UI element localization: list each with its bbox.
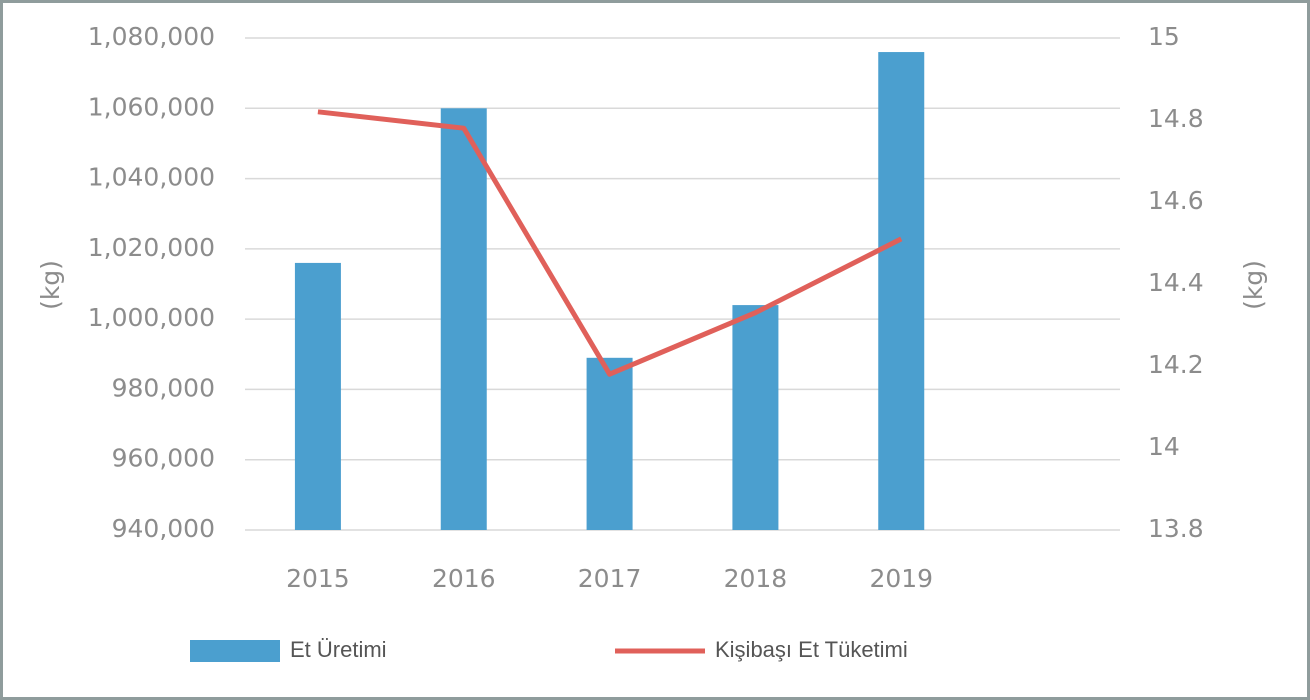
y2-tick-label: 14.2	[1148, 350, 1204, 379]
bar	[878, 52, 925, 531]
line	[317, 109, 903, 377]
bar	[586, 357, 633, 530]
x-tick-label: 2018	[724, 564, 788, 593]
y2-tick-label: 14.4	[1148, 268, 1204, 297]
y-tick-label: 1,040,000	[88, 163, 215, 192]
y-axis-label: (kg)	[36, 260, 65, 310]
y2-tick-label: 14.6	[1148, 186, 1204, 215]
x-tick-label: 2016	[432, 564, 496, 593]
bar	[294, 262, 341, 530]
y-tick-label: 1,000,000	[88, 303, 215, 332]
x-tick-label: 2015	[286, 564, 350, 593]
x-tick-label: 2017	[578, 564, 642, 593]
bar	[440, 108, 487, 531]
y-tick-label: 1,080,000	[88, 22, 215, 51]
y2-tick-label: 13.8	[1148, 514, 1204, 543]
y2-tick-label: 15	[1148, 22, 1180, 51]
y2-tick-label: 14.8	[1148, 104, 1204, 133]
x-tick-label: 2019	[869, 564, 933, 593]
y-tick-label: 960,000	[112, 444, 215, 473]
y-tick-label: 940,000	[112, 514, 215, 543]
legend-swatch	[190, 640, 280, 662]
legend-label: Kişibaşı Et Tüketimi	[715, 637, 908, 662]
y-tick-label: 1,060,000	[88, 92, 215, 121]
y-tick-label: 980,000	[112, 373, 215, 402]
y-tick-label: 1,020,000	[88, 233, 215, 262]
bar	[732, 305, 779, 530]
legend-label: Et Üretimi	[290, 637, 387, 662]
y2-axis-label: (kg)	[1239, 260, 1268, 310]
y2-tick-label: 14	[1148, 432, 1180, 461]
